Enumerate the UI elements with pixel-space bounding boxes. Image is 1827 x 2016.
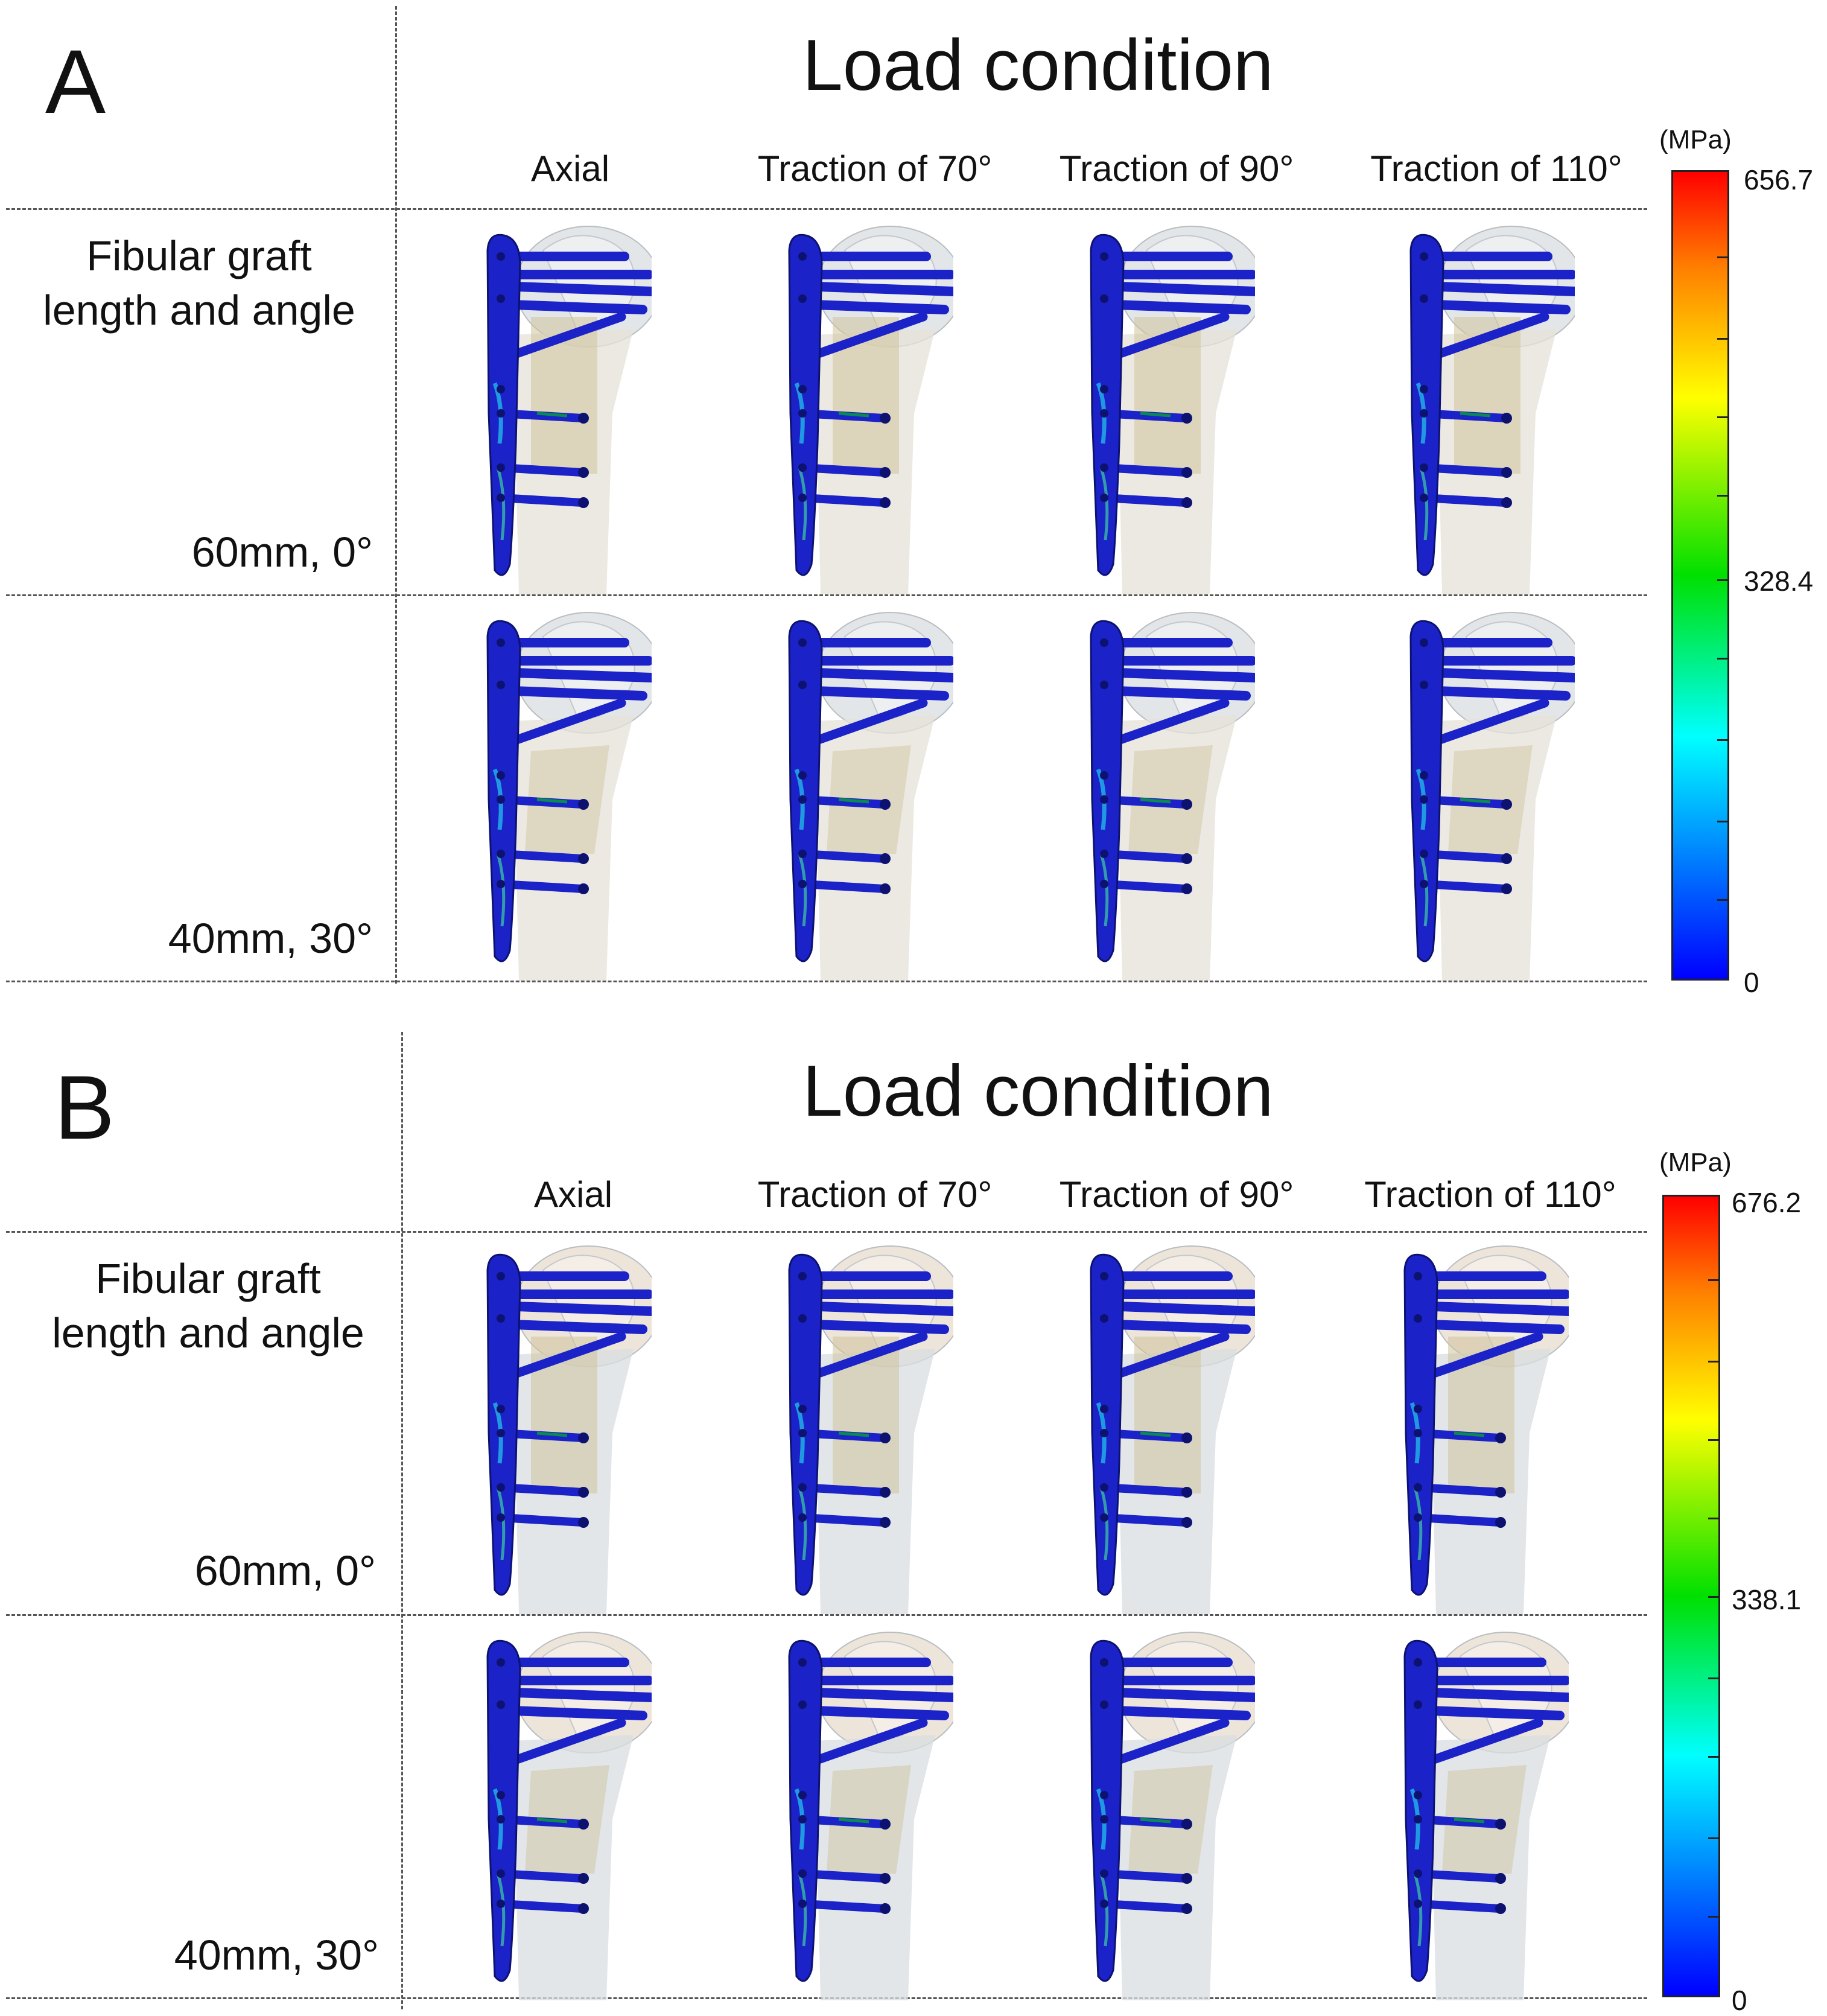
fe-model-image xyxy=(772,1620,953,2000)
row-label-40mm: 40mm, 30° xyxy=(168,915,373,962)
row-header: Fibular graft length and angle xyxy=(52,1255,364,1356)
fe-model-image xyxy=(772,600,953,981)
colorbar-tick xyxy=(1708,1439,1720,1441)
colorbar-tick xyxy=(1708,1837,1720,1839)
panel-title: Load condition xyxy=(802,25,1274,106)
fe-model-image xyxy=(1074,1234,1255,1614)
column-header-traction-110: Traction of 110° xyxy=(1364,1174,1616,1215)
fe-model-image xyxy=(1388,1234,1569,1614)
colorbar-max-label: 656.7 xyxy=(1744,164,1814,196)
fe-model-image xyxy=(471,600,652,981)
column-header-traction-110: Traction of 110° xyxy=(1370,148,1622,189)
fe-model-image xyxy=(471,1620,652,2000)
colorbar-tick xyxy=(1717,899,1729,901)
colorbar-tick xyxy=(1717,739,1729,741)
colorbar-tick xyxy=(1717,338,1729,340)
panel-b: B Load condition Axial Traction of 70° T… xyxy=(0,1026,1827,2016)
row-divider xyxy=(6,1614,1647,1616)
row-header: Fibular graft length and angle xyxy=(43,232,355,334)
fe-model-image xyxy=(772,214,953,594)
fe-model-image xyxy=(1074,600,1255,981)
colorbar-max-label: 676.2 xyxy=(1732,1187,1802,1218)
colorbar-tick xyxy=(1708,1596,1720,1598)
fe-model-image xyxy=(471,1234,652,1614)
row-divider xyxy=(6,981,1647,982)
colorbar-tick xyxy=(1708,1279,1720,1281)
fe-model-image xyxy=(1388,1620,1569,2000)
panel-letter: A xyxy=(45,31,106,132)
colorbar-tick xyxy=(1717,579,1729,581)
colorbar-tick xyxy=(1708,1916,1720,1918)
row-label-60mm: 60mm, 0° xyxy=(194,1547,376,1594)
colorbar-mid-label: 328.4 xyxy=(1744,565,1814,597)
colorbar-unit: (MPa) xyxy=(1659,125,1732,154)
colorbar-tick xyxy=(1717,495,1729,497)
colorbar-tick xyxy=(1717,256,1729,258)
colorbar-mid-label: 338.1 xyxy=(1732,1584,1802,1615)
colorbar-min-label: 0 xyxy=(1732,1985,1747,2016)
column-header-axial: Axial xyxy=(533,1174,613,1215)
row-divider xyxy=(6,1231,1647,1233)
panel-letter: B xyxy=(54,1057,115,1158)
panel-title: Load condition xyxy=(802,1051,1274,1131)
row-label-40mm: 40mm, 30° xyxy=(174,1932,379,1979)
colorbar-tick xyxy=(1708,1756,1720,1758)
panel-a: A Load condition Axial Traction of 70° T… xyxy=(0,0,1827,996)
fe-model-image xyxy=(772,1234,953,1614)
fe-model-image xyxy=(1394,600,1575,981)
fe-model-image xyxy=(471,214,652,594)
row-divider xyxy=(6,594,1647,596)
colorbar-unit: (MPa) xyxy=(1659,1148,1732,1177)
column-header-axial: Axial xyxy=(530,148,610,189)
column-header-traction-90: Traction of 90° xyxy=(1059,148,1294,189)
column-divider xyxy=(401,1032,403,2009)
colorbar-tick xyxy=(1708,1518,1720,1519)
row-divider xyxy=(6,208,1647,210)
fe-model-image xyxy=(1394,214,1575,594)
colorbar xyxy=(1671,170,1729,981)
column-header-traction-90: Traction of 90° xyxy=(1059,1174,1294,1215)
colorbar-tick xyxy=(1708,1677,1720,1679)
fe-model-image xyxy=(1074,1620,1255,2000)
column-header-traction-70: Traction of 70° xyxy=(757,1174,993,1215)
colorbar-tick xyxy=(1717,416,1729,418)
colorbar-tick xyxy=(1717,821,1729,822)
colorbar-tick xyxy=(1708,1361,1720,1363)
column-header-traction-70: Traction of 70° xyxy=(757,148,993,189)
column-divider xyxy=(395,6,397,984)
row-label-60mm: 60mm, 0° xyxy=(191,529,373,576)
colorbar-tick xyxy=(1717,658,1729,660)
fe-model-image xyxy=(1074,214,1255,594)
colorbar-min-label: 0 xyxy=(1744,967,1759,998)
